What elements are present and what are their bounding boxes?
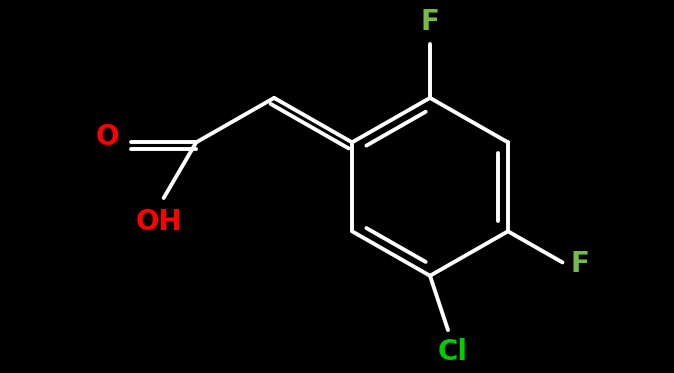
Text: F: F: [421, 7, 439, 36]
Text: Cl: Cl: [438, 338, 468, 366]
Text: OH: OH: [135, 208, 182, 236]
Text: O: O: [96, 123, 119, 151]
Text: F: F: [570, 250, 589, 278]
